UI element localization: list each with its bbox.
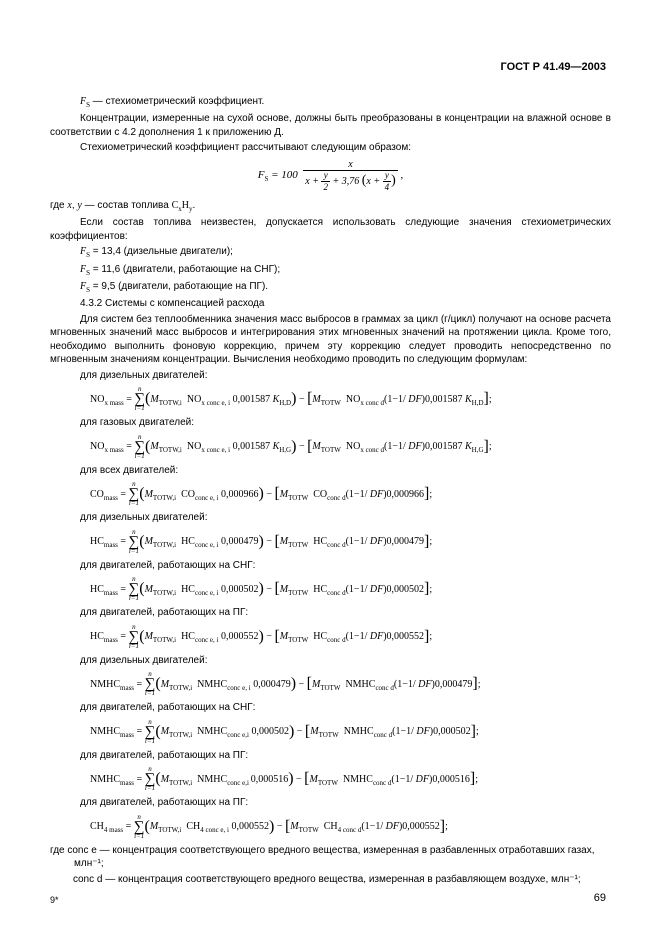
- engine-label: для двигателей, работающих на ПГ:: [50, 606, 611, 620]
- engine-label: для двигателей, работающих на ПГ:: [50, 749, 611, 763]
- p-stech-calc: Стехиометрический коэффициент рассчитыва…: [50, 141, 611, 155]
- p-xy: где x, y — состав топлива CxHy.: [50, 199, 611, 214]
- doc-header: ГОСТ Р 41.49—2003: [501, 60, 606, 75]
- mass-formula: NMHCmass = n∑i=1(MTOTW,i NMHCconc e, i 0…: [90, 671, 611, 697]
- engine-label: для двигателей, работающих на СНГ:: [50, 701, 611, 715]
- mass-formula: HCmass = n∑i=1(MTOTW,i HCconc e, i 0,000…: [90, 576, 611, 602]
- engine-label: для двигателей, работающих на ПГ:: [50, 796, 611, 810]
- mass-formula: NOx mass = n∑i=1(MTOTW,i NOx conc e, i 0…: [90, 434, 611, 460]
- section-432: 4.3.2 Системы с компенсацией расхода: [50, 297, 611, 311]
- fs-a: FS = 13,4 (дизельные двигатели);: [50, 245, 611, 260]
- mass-formula: NMHCmass = n∑i=1(MTOTW,i NMHCconc e,i 0,…: [90, 719, 611, 745]
- fs-b: FS = 11,6 (двигатели, работающие на СНГ)…: [50, 263, 611, 278]
- p-wet-conv: Концентрации, измеренные на сухой основе…: [50, 112, 611, 139]
- foot-conce: где conc e — концентрация соответствующе…: [50, 844, 611, 871]
- formula-list: для дизельных двигателей: NOx mass = n∑i=…: [50, 369, 611, 840]
- mass-formula: HCmass = n∑i=1(MTOTW,i HCconc e, i 0,000…: [90, 529, 611, 555]
- engine-label: для газовых двигателей:: [50, 416, 611, 430]
- engine-label: для всех двигателей:: [50, 464, 611, 478]
- p-unknown: Если состав топлива неизвестен, допускае…: [50, 216, 611, 243]
- engine-label: для дизельных двигателей:: [50, 369, 611, 383]
- footer-left: 9*: [50, 894, 59, 906]
- mass-formula: HCmass = n∑i=1(MTOTW,i HCconc e, i 0,000…: [90, 624, 611, 650]
- content-body: FS — стехиометрический коэффициент. Конц…: [50, 95, 611, 886]
- footer-right: 69: [594, 891, 606, 906]
- foot-concd: conc d — концентрация соответствующего в…: [50, 873, 611, 887]
- engine-label: для дизельных двигателей:: [50, 511, 611, 525]
- engine-label: для дизельных двигателей:: [50, 654, 611, 668]
- mass-formula: COmass = n∑i=1(MTOTW,i COconc e, i 0,000…: [90, 481, 611, 507]
- p-sys: Для систем без теплообменника значения м…: [50, 313, 611, 367]
- mass-formula: NOx mass = n∑i=1(MTOTW,i NOx conc e, i 0…: [90, 386, 611, 412]
- mass-formula: NMHCmass = n∑i=1(MTOTW,i NMHCconc e,i 0,…: [90, 766, 611, 792]
- formula-fs: FS = 100 x x + y2 + 3,76 (x + y4) ,: [50, 159, 611, 193]
- engine-label: для двигателей, работающих на СНГ:: [50, 559, 611, 573]
- fs-c: FS = 9,5 (двигатели, работающие на ПГ).: [50, 280, 611, 295]
- page: ГОСТ Р 41.49—2003 FS — стехиометрический…: [0, 0, 661, 936]
- p-fs-def: FS — стехиометрический коэффициент.: [50, 95, 611, 110]
- mass-formula: CH4 mass = n∑i=1(MTOTW,i CH4 conc e, i 0…: [90, 814, 611, 840]
